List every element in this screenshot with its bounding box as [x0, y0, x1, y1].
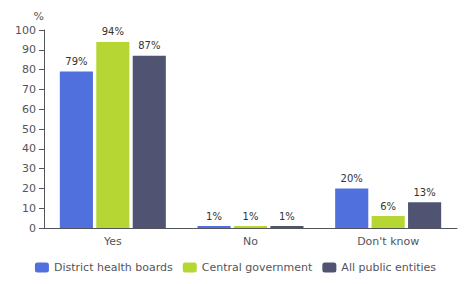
svg-text:100: 100 — [15, 24, 36, 37]
svg-text:Don't know: Don't know — [357, 235, 419, 248]
svg-text:Yes: Yes — [103, 235, 122, 248]
svg-text:20: 20 — [22, 182, 36, 195]
svg-text:1%: 1% — [243, 211, 259, 222]
svg-text:87%: 87% — [138, 40, 160, 51]
svg-text:1%: 1% — [206, 211, 222, 222]
svg-text:80: 80 — [22, 63, 36, 76]
svg-text:1%: 1% — [279, 211, 295, 222]
svg-text:Central government: Central government — [202, 261, 313, 274]
svg-text:94%: 94% — [102, 26, 124, 37]
svg-text:30: 30 — [22, 162, 36, 175]
svg-text:6%: 6% — [380, 201, 396, 212]
svg-text:No: No — [243, 235, 258, 248]
svg-text:13%: 13% — [413, 187, 435, 198]
svg-text:70: 70 — [22, 83, 36, 96]
svg-text:60: 60 — [22, 103, 36, 116]
svg-text:90: 90 — [22, 43, 36, 56]
svg-text:%: % — [34, 10, 44, 23]
svg-text:20%: 20% — [341, 173, 363, 184]
svg-text:79%: 79% — [65, 56, 87, 67]
svg-text:All public entities: All public entities — [341, 261, 436, 274]
svg-text:0: 0 — [29, 222, 36, 235]
svg-text:40: 40 — [22, 142, 36, 155]
svg-text:50: 50 — [22, 123, 36, 136]
svg-text:District health boards: District health boards — [54, 261, 173, 274]
svg-text:10: 10 — [22, 202, 36, 215]
